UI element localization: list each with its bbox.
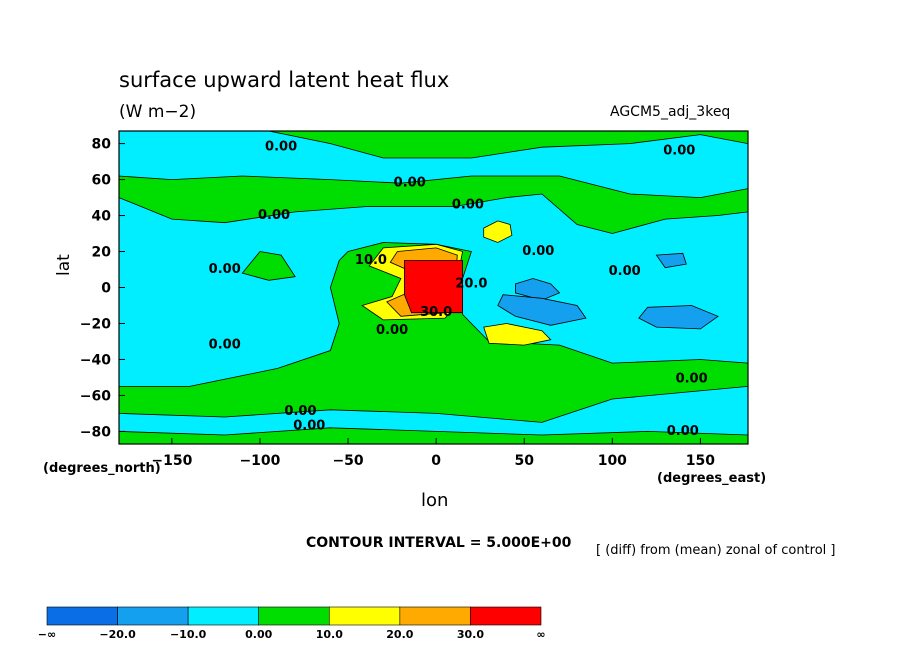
contour-label: 0.00 [376,323,408,338]
run-label: AGCM5_adj_3keq [610,104,731,120]
contour-region-1 [119,175,748,234]
x-tick-label: 0 [431,453,441,469]
contour-label: 20.0 [455,276,487,291]
chart-units: (W m−2) [119,102,197,122]
x-tick-label: −50 [332,453,363,469]
contour-region-13 [655,252,687,269]
contour-label: 0.00 [209,338,241,353]
operation-note: [ (diff) from (mean) zonal of control ] [596,543,836,558]
y-tick-label: 60 [92,173,112,189]
contour-region-10 [515,278,561,301]
colorbar-swatch [117,606,189,626]
x-tick-label: 100 [598,453,627,469]
contour-region-12 [638,305,719,330]
contour-label: 10.0 [355,253,387,268]
x-tick-label: −100 [239,453,280,469]
x-tick-label: 50 [514,453,534,469]
y-tick-label: 80 [92,137,112,153]
y-tick-label: −60 [80,388,111,404]
contour-label: 0.00 [265,140,297,155]
contour-region-6 [483,220,513,243]
colorbar-swatch [187,606,260,626]
contour-region-11 [497,294,587,326]
y-tick-label: 20 [92,245,112,261]
colorbar-label: 0.00 [245,628,272,641]
y-tick-label: 40 [92,209,112,225]
y-tick-label: 0 [101,281,111,297]
x-axis-units: (degrees_east) [657,471,767,486]
colorbar-label: −∞ [38,628,56,641]
x-tick-label: −150 [151,453,192,469]
contour-label: 0.00 [209,262,241,277]
contour-label: 0.00 [609,264,641,279]
contour-region-9 [403,260,464,314]
colorbar-label: 10.0 [316,628,343,641]
y-axis-units: (degrees_north) [43,461,161,476]
contour-label: 0.00 [676,372,708,387]
colorbar-swatch [470,606,542,626]
contour-label: 0.00 [258,208,290,223]
contour-region-2 [266,131,748,159]
contour-label: 0.00 [394,176,426,191]
x-axis-label: lon [421,490,449,511]
colorbar-label: 30.0 [457,628,484,641]
contour-regions [119,131,748,444]
contour-region-3 [119,427,748,444]
chart-title: surface upward latent heat flux [119,68,450,92]
colorbar-label: −10.0 [170,628,207,641]
y-tick-label: −40 [80,352,111,368]
contour-label: 0.00 [663,143,695,158]
y-tick-label: −80 [80,424,111,440]
contour-label: 0.00 [293,419,325,434]
colorbar-swatch [328,606,401,626]
colorbar-label: ∞ [536,628,545,641]
x-tick-label: 150 [686,453,715,469]
contour-label: 30.0 [420,305,452,320]
colorbar-label: −20.0 [99,628,136,641]
contour-interval: CONTOUR INTERVAL = 5.000E+00 [306,535,572,551]
colorbar-label: 20.0 [386,628,413,641]
y-tick-label: −20 [80,316,111,332]
contour-region-7 [483,323,552,346]
contour-label: 0.00 [522,244,554,259]
contour-label: 0.00 [284,404,316,419]
contour-region-4 [241,251,296,281]
colorbar-swatch [399,606,471,626]
colorbar-swatch [258,606,330,626]
contour-label: 0.00 [667,424,699,439]
contour-label: 0.00 [452,197,484,212]
colorbar-swatch [46,606,118,626]
